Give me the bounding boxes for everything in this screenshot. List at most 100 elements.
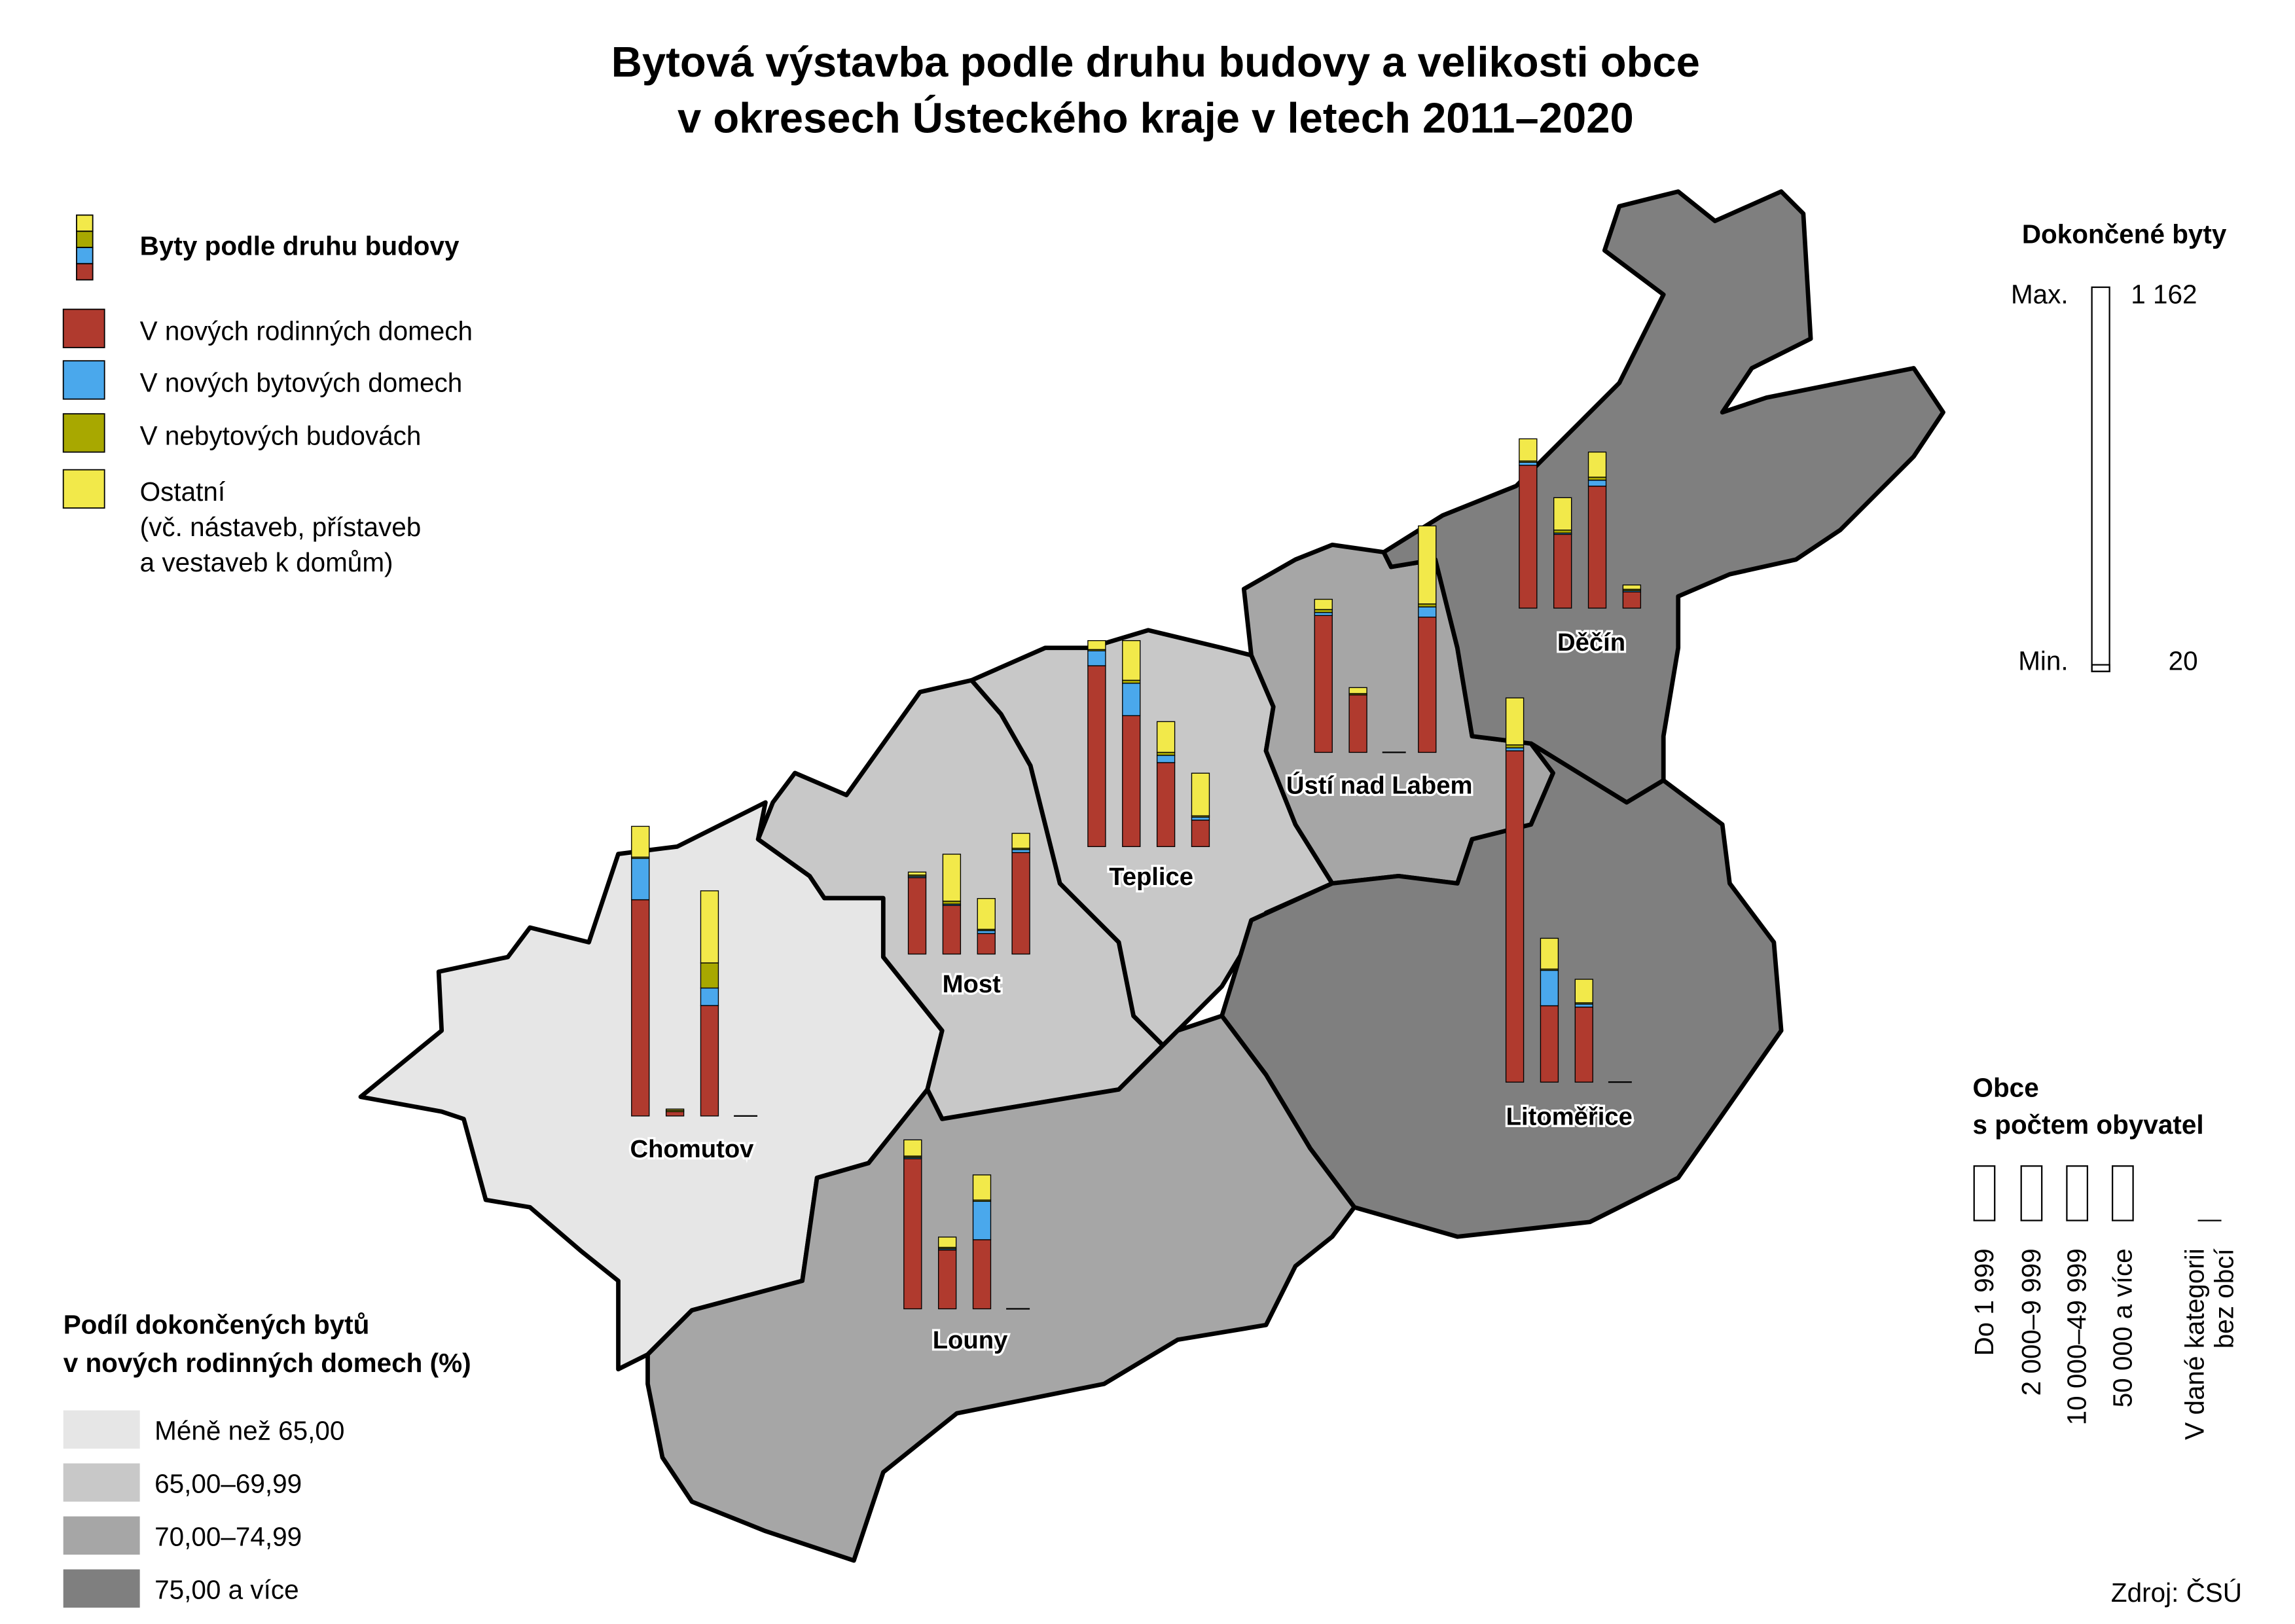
size-label: V dané kategorii [2180, 1248, 2210, 1439]
bar-segment [1314, 612, 1333, 616]
bar-segment [631, 857, 650, 901]
bar-segment [700, 987, 719, 1006]
bar-segment [1087, 640, 1106, 650]
bar-segment [1418, 525, 1437, 605]
bar-segment [1519, 438, 1538, 461]
scale-max-label: Max. [2011, 280, 2069, 310]
bar-segment [907, 877, 927, 955]
bar-segment [1519, 465, 1538, 609]
legend-icon-part [76, 214, 94, 232]
legend-label: V nebytových budovách [140, 420, 422, 450]
share-swatch [63, 1516, 140, 1555]
size-legend-title: s počtem obyvatel [1972, 1110, 2203, 1140]
bar-segment [1011, 852, 1030, 955]
district-label: Louny [933, 1326, 1008, 1354]
legend-swatch [62, 360, 105, 400]
district-bars: Most [907, 833, 1030, 1000]
size-label: bez obcí [2209, 1248, 2239, 1349]
bar-segment [1122, 679, 1141, 684]
bar-segment [1314, 615, 1333, 753]
bar-segment [1553, 533, 1572, 609]
bar-segment [1505, 697, 1525, 746]
bar-segment [1505, 747, 1525, 751]
share-label: 70,00–74,99 [154, 1522, 302, 1552]
bar-segment [665, 1108, 685, 1111]
bar-segment [942, 854, 962, 902]
bar-segment [1574, 979, 1593, 1003]
title-line: Bytová výstavba podle druhu budovy a vel… [611, 38, 1700, 86]
bar-segment [1122, 715, 1141, 848]
bar-segment [1553, 530, 1572, 534]
bar-segment [631, 825, 650, 858]
legend-label: Ostatní [140, 477, 226, 507]
share-swatch [63, 1463, 140, 1502]
bar-segment [972, 1174, 992, 1200]
region-louny [645, 1013, 1357, 1563]
bar-segment [1418, 617, 1437, 753]
size-label: 50 000 a více [2107, 1248, 2137, 1407]
bar-segment [1191, 816, 1210, 821]
district-label: Děčín [1557, 628, 1625, 657]
bar-segment [1314, 609, 1333, 613]
legend-label: (vč. nástaveb, přístaveb [140, 512, 422, 542]
share-legend-title: v nových rodinných domech (%) [63, 1348, 471, 1378]
bar-segment [907, 871, 927, 876]
bar-segment [1348, 687, 1367, 695]
size-legend-title: Obce [1972, 1073, 2038, 1103]
bar-segment [1540, 1005, 1559, 1083]
bar-segment [700, 1005, 719, 1117]
scale-bar-min [2091, 664, 2110, 672]
scale-max-value: 1 162 [2131, 280, 2197, 310]
district-label: Teplice [1109, 863, 1193, 891]
share-label: 65,00–69,99 [154, 1469, 302, 1499]
bar-segment [1156, 721, 1176, 753]
scale-min-label: Min. [2018, 645, 2068, 676]
legend-label: V nových rodinných domech [140, 316, 473, 346]
share-label: Méně než 65,00 [154, 1416, 344, 1446]
bar-segment [1011, 849, 1030, 854]
bar-segment [1540, 969, 1559, 1007]
scale-title: Dokončené byty [2022, 219, 2227, 249]
legend-icon-part [76, 230, 94, 248]
bar-segment [1156, 755, 1176, 763]
legend-label: V nových bytových domech [140, 367, 463, 397]
district-label: Chomutov [630, 1135, 754, 1163]
bar-segment [1087, 650, 1106, 666]
bar-segment [1540, 937, 1559, 970]
size-label: Do 1 999 [1969, 1248, 1999, 1356]
district-bars: Ústí nad Labem [1284, 525, 1475, 802]
bar-segment [1587, 485, 1607, 609]
bar-segment [977, 897, 996, 930]
legend-icon-part [76, 262, 94, 281]
bar-segment [903, 1139, 922, 1157]
share-swatch [63, 1569, 140, 1608]
share-label: 75,00 a více [154, 1575, 298, 1605]
bar-segment [1587, 479, 1607, 487]
bar-segment [1191, 820, 1210, 848]
scale-bar-max [2091, 286, 2110, 672]
bar-segment [977, 929, 996, 934]
bar-segment [972, 1239, 992, 1310]
bar-segment [1418, 603, 1437, 607]
bar-segment [700, 962, 719, 989]
share-legend-title: Podíl dokončených bytů [63, 1310, 370, 1340]
bar-segment [1574, 1003, 1593, 1008]
share-swatch [63, 1410, 140, 1449]
district-bars: Litoměřice [1504, 697, 1635, 1133]
legend-icon-part [76, 247, 94, 264]
bar-segment [1418, 606, 1437, 618]
region-decin [1381, 189, 1945, 805]
bar-segment [1156, 762, 1176, 848]
district-label: Ústí nad Labem [1286, 770, 1473, 799]
district-bars: Děčín [1519, 438, 1642, 659]
bar-segment [1587, 477, 1607, 481]
district-label: Litoměřice [1506, 1102, 1633, 1130]
bar-segment [942, 901, 962, 905]
bar-segment [1622, 584, 1642, 590]
size-label: 2 000–9 999 [2016, 1248, 2046, 1396]
bar-segment [1553, 497, 1572, 531]
bar-segment [1156, 751, 1176, 756]
bar-segment [1519, 461, 1538, 466]
size-icon [2112, 1165, 2134, 1221]
bar-segment [1587, 451, 1607, 478]
